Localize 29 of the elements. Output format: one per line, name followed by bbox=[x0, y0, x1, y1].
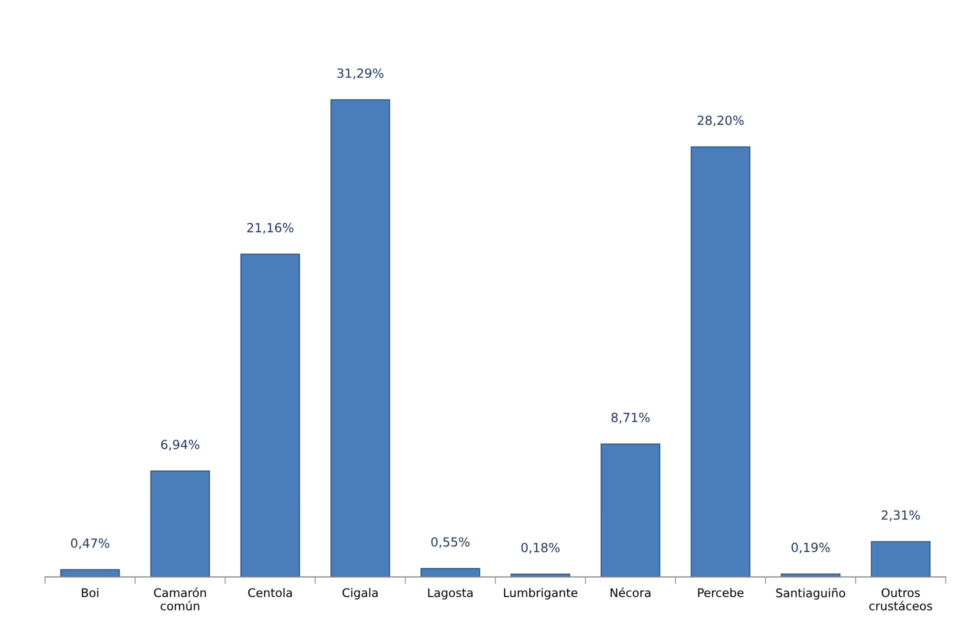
x-tick-label: Cigala bbox=[342, 588, 378, 600]
bar bbox=[150, 470, 210, 577]
bar bbox=[330, 99, 390, 577]
data-label: 2,31% bbox=[882, 510, 920, 522]
data-label: 28,20% bbox=[698, 116, 744, 126]
data-label: 0,18% bbox=[521, 542, 560, 554]
x-tick-label: Nécora bbox=[610, 588, 650, 598]
bar bbox=[870, 541, 931, 577]
data-label: 8,71% bbox=[611, 412, 650, 424]
data-label: 0,19% bbox=[792, 542, 830, 554]
bar bbox=[600, 444, 660, 577]
x-tick-label: Santiaguiño bbox=[776, 588, 846, 600]
x-tick-label: Camarón común bbox=[154, 588, 206, 610]
data-label: 21,16% bbox=[247, 222, 294, 234]
x-tick-label: Boi bbox=[82, 588, 98, 598]
bar bbox=[240, 254, 300, 577]
data-label: 6,94% bbox=[161, 440, 200, 450]
bar bbox=[510, 574, 570, 577]
bar bbox=[420, 568, 480, 577]
data-label: 0,47% bbox=[71, 538, 110, 550]
data-label: 31,29% bbox=[337, 68, 384, 80]
x-tick-label: Lagosta bbox=[428, 588, 473, 600]
data-label: 0,55% bbox=[431, 537, 470, 548]
bar bbox=[60, 569, 120, 577]
x-tick-label: Percebe bbox=[698, 588, 744, 598]
x-tick-label: Centola bbox=[248, 588, 292, 598]
x-tick-label: Outros crustáceos bbox=[869, 588, 932, 610]
bar bbox=[690, 146, 750, 577]
x-tick-label: Lumbrigante bbox=[504, 588, 578, 600]
